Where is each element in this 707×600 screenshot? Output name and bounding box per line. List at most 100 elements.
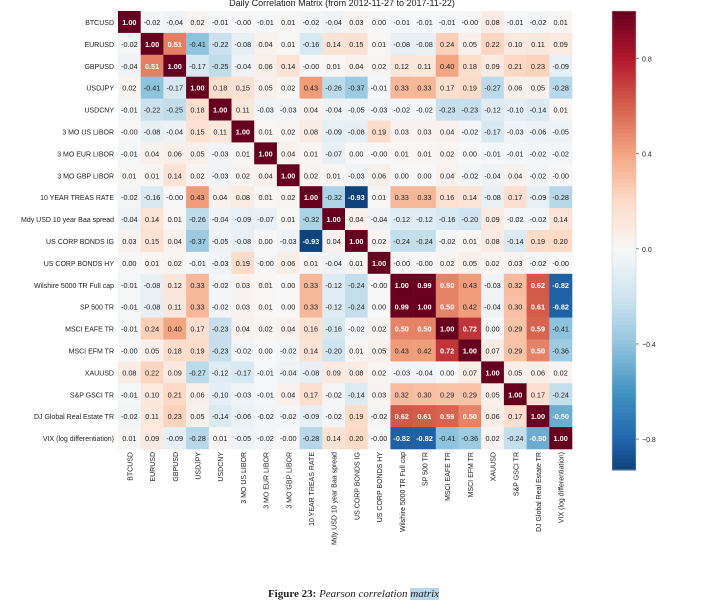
cell-value-label: -0.16 bbox=[439, 215, 456, 224]
cell-value-label: 0.03 bbox=[236, 303, 250, 312]
cell-value-label: 0.04 bbox=[349, 215, 363, 224]
cell-value-label: 0.12 bbox=[168, 281, 182, 290]
heatmap-cell bbox=[345, 383, 368, 406]
heatmap-cell bbox=[435, 383, 459, 406]
heatmap-cell bbox=[186, 32, 210, 56]
heatmap-cell bbox=[208, 54, 232, 77]
heatmap-cell bbox=[503, 383, 527, 406]
heatmap-cell bbox=[345, 76, 368, 99]
heatmap-cell bbox=[435, 32, 459, 56]
cell-value-label: 0.20 bbox=[349, 434, 363, 443]
cell-value-label: 0.04 bbox=[258, 40, 272, 49]
cell-value-label: 0.04 bbox=[258, 171, 272, 180]
heatmap-cell bbox=[322, 361, 346, 384]
heatmap-cell bbox=[390, 120, 414, 143]
colorbar-tick-label: −0.8 bbox=[642, 437, 656, 444]
heatmap-cell bbox=[186, 273, 210, 296]
heatmap-cell bbox=[526, 32, 550, 56]
cell-value-label: 1.00 bbox=[440, 325, 454, 334]
heatmap-cell bbox=[231, 54, 255, 77]
colorbar-segment bbox=[612, 26, 636, 31]
column-label: BTCUSD bbox=[127, 452, 134, 481]
heatmap-cell bbox=[549, 273, 573, 296]
heatmap-cell bbox=[208, 208, 232, 231]
heatmap-cell bbox=[322, 339, 346, 362]
cell-value-label: 1.00 bbox=[372, 259, 386, 268]
heatmap-cell bbox=[458, 208, 482, 231]
row-label: VIX (log differentiation) bbox=[43, 436, 114, 443]
heatmap-cell bbox=[413, 273, 437, 296]
heatmap-cell bbox=[254, 54, 278, 77]
row-label: MSCI EAFE TR bbox=[65, 327, 114, 334]
heatmap-cell bbox=[299, 339, 323, 362]
cell-value-label: -0.04 bbox=[416, 368, 433, 377]
heatmap-cell bbox=[254, 11, 278, 34]
colorbar-segment bbox=[612, 144, 636, 150]
colorbar-segment bbox=[612, 313, 636, 318]
cell-value-label: 0.23 bbox=[531, 62, 545, 71]
heatmap-cell bbox=[458, 32, 482, 56]
row-label: DJ Global Real Estate TR bbox=[34, 414, 114, 421]
column-label: DJ Global Real Estate TR bbox=[536, 452, 543, 532]
cell-value-label: -0.02 bbox=[530, 18, 547, 27]
heatmap-cell bbox=[322, 142, 346, 165]
colorbar-segment bbox=[612, 439, 636, 444]
cell-value-label: -0.16 bbox=[303, 40, 320, 49]
heatmap-cell bbox=[549, 405, 573, 428]
heatmap-cell bbox=[186, 317, 210, 340]
heatmap-cell bbox=[345, 339, 368, 362]
heatmap-cell bbox=[254, 273, 278, 296]
heatmap-cell bbox=[299, 54, 323, 77]
cell-value-label: 0.03 bbox=[508, 259, 522, 268]
cell-value-label: 0.04 bbox=[440, 127, 454, 136]
cell-value-label: -0.02 bbox=[462, 127, 479, 136]
heatmap-cell bbox=[390, 273, 414, 296]
heatmap-cell bbox=[276, 142, 300, 165]
colorbar-segment bbox=[612, 179, 636, 184]
heatmap-cell bbox=[140, 230, 164, 253]
cell-value-label: 0.02 bbox=[372, 237, 386, 246]
heatmap-cell bbox=[458, 317, 482, 340]
heatmap-cell bbox=[413, 251, 437, 275]
row-label: USDCNY bbox=[84, 108, 114, 115]
cell-value-label: -0.02 bbox=[348, 325, 365, 334]
heatmap-cell bbox=[118, 11, 141, 34]
cell-value-label: 0.02 bbox=[485, 259, 499, 268]
colorbar-segment bbox=[612, 125, 636, 131]
cell-value-label: -0.12 bbox=[484, 106, 501, 115]
heatmap-cell bbox=[163, 339, 187, 362]
cell-value-label: -0.82 bbox=[393, 434, 410, 443]
cell-value-label: -0.12 bbox=[393, 215, 410, 224]
colorbar-segment bbox=[612, 424, 636, 429]
cell-value-label: -0.08 bbox=[144, 127, 161, 136]
cell-value-label: -0.82 bbox=[552, 303, 569, 312]
cell-value-label: 0.32 bbox=[395, 390, 409, 399]
colorbar-segment bbox=[612, 68, 636, 73]
row-label: GBPUSD bbox=[84, 64, 114, 71]
heatmap-cell bbox=[549, 186, 573, 209]
cell-value-label: -0.06 bbox=[530, 127, 547, 136]
cell-value-label: -0.00 bbox=[235, 18, 252, 27]
cell-value-label: 0.04 bbox=[327, 237, 341, 246]
heatmap-cell bbox=[276, 230, 300, 253]
row-label: 10 YEAR TREAS RATE bbox=[40, 195, 114, 202]
heatmap-cell bbox=[413, 339, 437, 362]
heatmap-cell bbox=[526, 317, 550, 340]
heatmap-cell bbox=[458, 142, 482, 165]
heatmap-cell bbox=[208, 120, 232, 143]
colorbar-segment bbox=[612, 290, 636, 295]
cell-value-label: 0.08 bbox=[349, 368, 363, 377]
heatmap-cell bbox=[254, 120, 278, 143]
heatmap-cell bbox=[140, 142, 164, 165]
cell-value-label: -0.02 bbox=[552, 149, 569, 158]
cell-value-label: 0.01 bbox=[304, 259, 318, 268]
heatmap-cell bbox=[140, 405, 164, 428]
column-label: VIX (log differentiation) bbox=[559, 452, 566, 523]
heatmap-cell bbox=[390, 317, 414, 340]
colorbar-segment bbox=[612, 347, 636, 353]
heatmap-cell bbox=[413, 383, 437, 406]
cell-value-label: 0.01 bbox=[281, 215, 295, 224]
heatmap-cell bbox=[458, 361, 482, 384]
cell-value-label: 0.03 bbox=[122, 237, 136, 246]
